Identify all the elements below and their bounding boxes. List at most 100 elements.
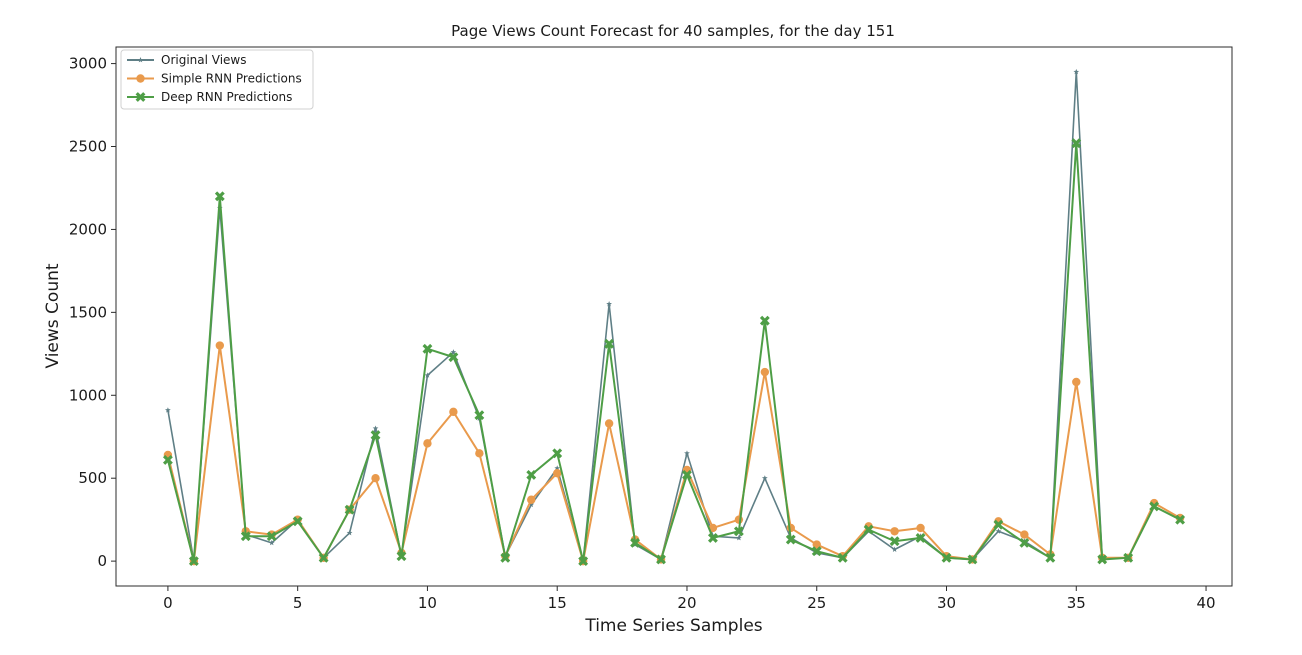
series-1 <box>163 341 1185 566</box>
data-point <box>240 531 251 542</box>
data-point <box>214 191 225 202</box>
series-lines <box>162 68 1186 567</box>
y-tick-label: 3000 <box>69 55 107 73</box>
legend-marker <box>135 92 146 102</box>
x-tick-label: 25 <box>807 594 826 612</box>
x-tick-label: 35 <box>1067 594 1086 612</box>
legend-marker <box>136 74 145 83</box>
data-point <box>1071 138 1082 149</box>
data-point <box>1020 530 1029 539</box>
data-point <box>424 372 431 378</box>
y-axis-label: Views Count <box>43 263 63 368</box>
data-point <box>786 523 795 533</box>
legend-marker <box>137 57 144 63</box>
data-point <box>188 556 199 567</box>
data-point <box>993 519 1004 530</box>
data-point <box>812 540 821 549</box>
data-point <box>396 551 407 562</box>
x-tick-label: 20 <box>677 594 696 612</box>
data-point <box>759 315 770 326</box>
legend: Original Views Simple RNN Predictions Deep… <box>120 49 314 110</box>
x-axis-label: Time Series Samples <box>584 616 762 636</box>
data-point <box>266 531 277 542</box>
data-point <box>553 469 562 478</box>
data-point <box>450 349 457 355</box>
data-point <box>528 501 535 508</box>
y-tick-label: 0 <box>97 552 107 570</box>
data-point <box>1149 501 1160 512</box>
series-line <box>166 142 1181 563</box>
data-point <box>449 407 458 417</box>
data-point <box>733 526 744 537</box>
data-point <box>527 495 536 504</box>
legend-label: Simple RNN Predictions <box>161 72 302 86</box>
x-tick-label: 10 <box>418 594 437 612</box>
legend-label: Deep RNN Predictions <box>161 90 292 104</box>
data-point <box>656 554 666 565</box>
data-point <box>423 439 432 448</box>
x-tick-label: 5 <box>293 594 303 612</box>
data-point <box>474 410 485 421</box>
data-point <box>995 528 1002 534</box>
data-point <box>578 556 589 567</box>
data-point <box>448 352 459 363</box>
data-point <box>346 529 353 536</box>
data-point <box>371 474 380 483</box>
data-point <box>1045 552 1056 563</box>
data-point <box>890 527 899 536</box>
data-point <box>604 338 615 349</box>
data-point <box>554 465 561 471</box>
data-point <box>370 430 381 441</box>
data-point <box>475 449 484 458</box>
data-point <box>1073 68 1080 75</box>
data-point <box>785 534 796 545</box>
data-point <box>760 367 770 377</box>
x-tick-label: 15 <box>548 594 567 612</box>
axis-ticks: 0 5 10 15 20 25 30 35 40 0 500 1000 1500 2000 2500 3000 <box>69 55 1216 612</box>
data-point <box>811 546 822 557</box>
data-point <box>891 546 898 552</box>
series-2 <box>162 138 1186 567</box>
data-point <box>268 539 275 546</box>
y-tick-label: 2500 <box>69 138 107 156</box>
data-point <box>915 532 926 543</box>
data-point <box>707 532 718 543</box>
data-point <box>526 469 537 480</box>
chart-title: Page Views Count Forecast for 40 samples… <box>451 22 895 40</box>
data-point <box>318 552 329 563</box>
data-point <box>1097 554 1108 565</box>
data-point <box>552 448 563 459</box>
data-point <box>162 455 173 465</box>
data-point <box>604 419 614 428</box>
data-point <box>1072 377 1081 387</box>
y-tick-label: 1500 <box>69 303 107 321</box>
y-tick-label: 500 <box>78 469 107 487</box>
data-point <box>606 301 612 307</box>
data-point <box>372 425 379 431</box>
data-point <box>422 343 433 354</box>
data-point <box>916 523 925 533</box>
series-line <box>167 71 1181 562</box>
data-point <box>684 450 690 456</box>
data-point <box>941 552 952 563</box>
data-point <box>863 524 874 535</box>
data-point <box>292 516 303 527</box>
data-point <box>682 469 692 480</box>
data-point <box>967 554 978 565</box>
data-point <box>344 504 355 515</box>
data-point <box>1019 537 1030 548</box>
data-point <box>734 515 744 524</box>
plot-frame <box>115 46 1233 587</box>
legend-box <box>120 49 314 110</box>
y-tick-label: 1000 <box>69 386 107 404</box>
data-point <box>165 407 171 413</box>
data-point <box>1175 514 1186 525</box>
series-0 <box>165 68 1183 564</box>
x-tick-label: 30 <box>937 594 956 612</box>
series-line <box>166 344 1181 563</box>
legend-label: Original Views <box>161 53 247 67</box>
data-point <box>837 552 848 563</box>
data-point <box>500 552 511 563</box>
data-point <box>215 341 225 350</box>
